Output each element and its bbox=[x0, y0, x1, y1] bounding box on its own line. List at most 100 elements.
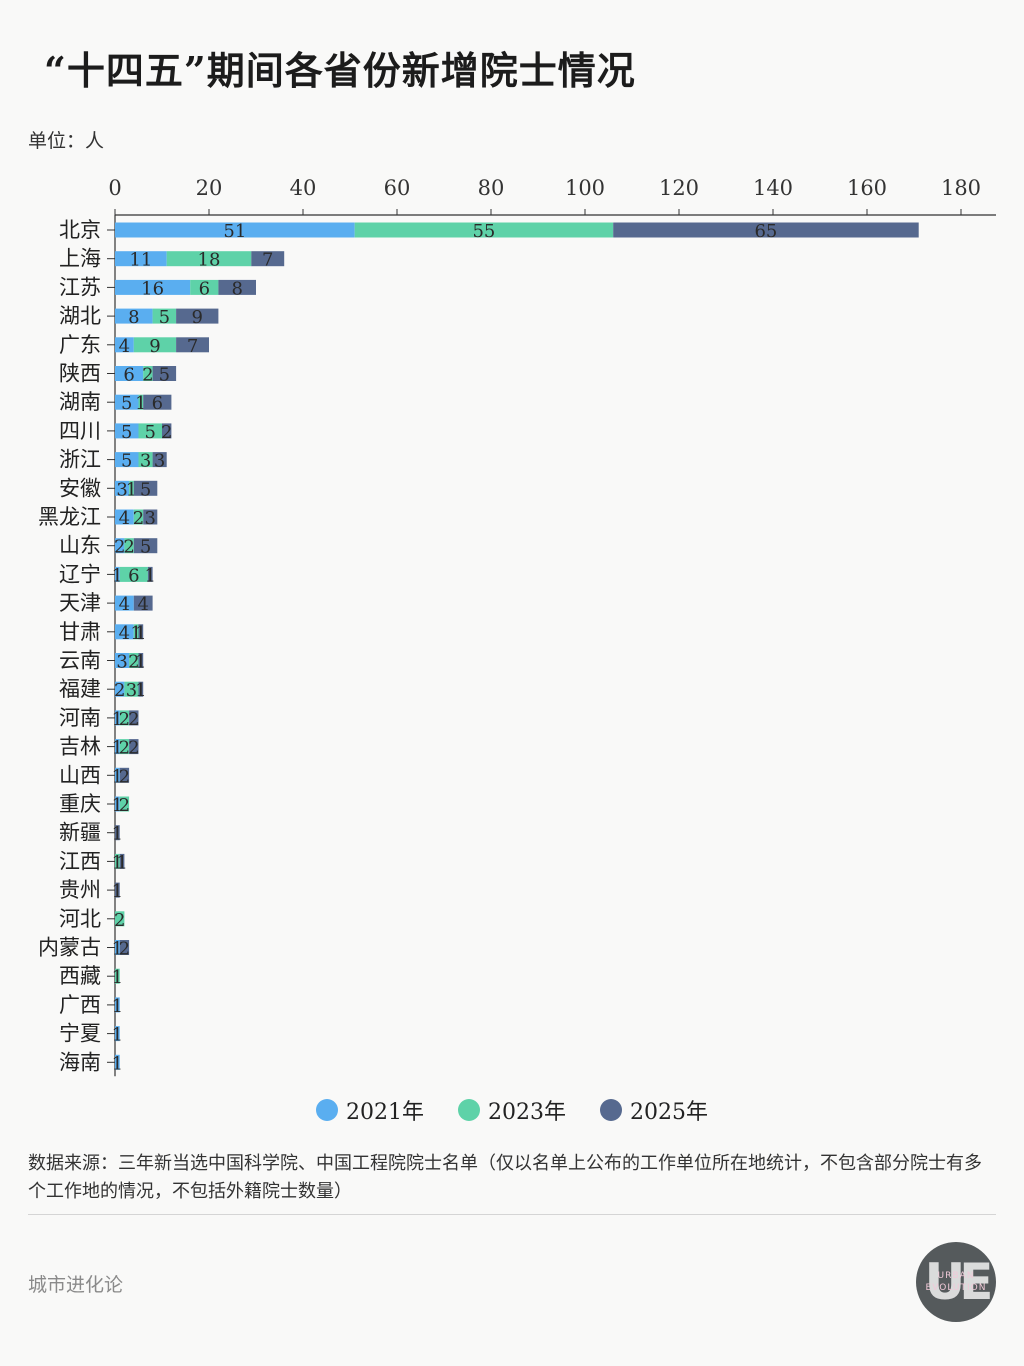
bar-segment[interactable] bbox=[115, 911, 125, 927]
data-label: 1 bbox=[112, 939, 123, 960]
bar-segment[interactable] bbox=[115, 251, 167, 267]
data-label: 6 bbox=[199, 278, 210, 299]
bar-segment[interactable] bbox=[133, 509, 144, 525]
bar-segment[interactable] bbox=[115, 681, 125, 697]
data-label: 1 bbox=[112, 1053, 123, 1074]
bar-segment[interactable] bbox=[115, 940, 120, 955]
bar-segment[interactable] bbox=[115, 1054, 120, 1070]
bar-segment[interactable] bbox=[152, 366, 177, 381]
bar-segment[interactable] bbox=[143, 366, 153, 381]
bar-segment[interactable] bbox=[115, 308, 153, 324]
bar-segment[interactable] bbox=[138, 423, 163, 439]
bar-segment[interactable] bbox=[115, 394, 139, 410]
bar-segment[interactable] bbox=[138, 624, 144, 640]
bar-segment[interactable] bbox=[133, 624, 139, 640]
category-label: 山东 bbox=[59, 534, 101, 558]
bar-segment[interactable] bbox=[176, 308, 219, 324]
bar-segment[interactable] bbox=[115, 566, 120, 582]
bar-segment[interactable] bbox=[115, 1026, 120, 1042]
bar-segment[interactable] bbox=[115, 480, 130, 496]
bar-segment[interactable] bbox=[138, 681, 144, 697]
bar-segment[interactable] bbox=[115, 366, 144, 381]
bar-segment[interactable] bbox=[133, 538, 158, 554]
bar-segment[interactable] bbox=[115, 222, 355, 238]
bar-segment[interactable] bbox=[143, 394, 172, 410]
data-label: 3 bbox=[145, 508, 156, 529]
bar-segment[interactable] bbox=[119, 853, 125, 869]
bar-segment[interactable] bbox=[119, 940, 130, 955]
data-label: 1 bbox=[112, 996, 123, 1017]
bar-segment[interactable] bbox=[115, 796, 120, 812]
bar-segment[interactable] bbox=[119, 767, 130, 783]
data-label: 5 bbox=[145, 422, 156, 443]
data-label: 3 bbox=[116, 652, 127, 673]
bar-segment[interactable] bbox=[354, 222, 614, 238]
data-label: 4 bbox=[137, 594, 148, 615]
data-label: 5 bbox=[121, 451, 132, 472]
bar-segment[interactable] bbox=[143, 509, 158, 525]
bar-segment[interactable] bbox=[138, 653, 144, 668]
bar-segment[interactable] bbox=[115, 595, 134, 611]
legend-item-2025[interactable]: 2025年 bbox=[600, 1094, 708, 1126]
bar-segment[interactable] bbox=[138, 452, 153, 468]
bar-segment[interactable] bbox=[115, 452, 139, 468]
bar-segment[interactable] bbox=[147, 566, 153, 582]
category-label: 浙江 bbox=[59, 448, 101, 472]
bar-segment[interactable] bbox=[129, 653, 139, 668]
data-label: 2 bbox=[119, 795, 130, 816]
bar-segment[interactable] bbox=[133, 480, 158, 496]
bar-segment[interactable] bbox=[124, 538, 134, 554]
legend-item-2023[interactable]: 2023年 bbox=[458, 1094, 566, 1126]
bar-segment[interactable] bbox=[115, 767, 120, 783]
bar-segment[interactable] bbox=[133, 595, 153, 611]
bar-segment[interactable] bbox=[124, 681, 139, 697]
data-label: 1 bbox=[135, 680, 146, 701]
bar-segment[interactable] bbox=[119, 710, 130, 726]
bar-segment[interactable] bbox=[115, 538, 125, 554]
legend-label-2021: 2021年 bbox=[346, 1100, 424, 1125]
bar-segment[interactable] bbox=[176, 337, 209, 353]
data-label: 16 bbox=[141, 278, 164, 299]
bar-segment[interactable] bbox=[115, 423, 139, 439]
bar-segment[interactable] bbox=[115, 653, 130, 668]
bar-segment[interactable] bbox=[115, 825, 120, 841]
category-label: 江西 bbox=[59, 849, 101, 873]
data-label: 2 bbox=[114, 680, 125, 701]
data-label: 1 bbox=[112, 824, 123, 845]
bar-segment[interactable] bbox=[115, 509, 134, 525]
bar-segment[interactable] bbox=[115, 337, 134, 353]
bar-segment[interactable] bbox=[115, 882, 120, 898]
category-label: 山西 bbox=[59, 763, 101, 787]
bar-segment[interactable] bbox=[129, 739, 139, 755]
bar-segment[interactable] bbox=[190, 279, 219, 295]
bar-segment[interactable] bbox=[251, 251, 285, 267]
bar-segment[interactable] bbox=[218, 279, 256, 295]
data-label: 4 bbox=[119, 594, 130, 615]
bar-segment[interactable] bbox=[152, 452, 167, 468]
bar-segment[interactable] bbox=[115, 739, 120, 755]
bar-segment[interactable] bbox=[115, 997, 120, 1013]
bar-segment[interactable] bbox=[133, 337, 177, 353]
bar-segment[interactable] bbox=[115, 853, 120, 869]
bar-segment[interactable] bbox=[166, 251, 252, 267]
category-label: 福建 bbox=[59, 677, 101, 701]
bar-segment[interactable] bbox=[115, 624, 134, 640]
data-label: 1 bbox=[116, 852, 127, 873]
bar-segment[interactable] bbox=[162, 423, 172, 439]
bar-segment[interactable] bbox=[119, 739, 130, 755]
x-tick-label: 20 bbox=[196, 176, 223, 200]
bar-segment[interactable] bbox=[119, 796, 130, 812]
bar-segment[interactable] bbox=[115, 968, 120, 984]
bar-segment[interactable] bbox=[129, 480, 134, 496]
data-label: 5 bbox=[159, 365, 170, 386]
bar-segment[interactable] bbox=[129, 710, 139, 726]
bar-segment[interactable] bbox=[115, 710, 120, 726]
bar-segment[interactable] bbox=[613, 222, 919, 238]
bar-segment[interactable] bbox=[152, 308, 177, 324]
bar-segment[interactable] bbox=[119, 566, 148, 582]
data-label: 7 bbox=[262, 250, 273, 271]
legend-item-2021[interactable]: 2021年 bbox=[316, 1094, 424, 1126]
bar-segment[interactable] bbox=[138, 394, 144, 410]
bar-segment[interactable] bbox=[115, 279, 191, 295]
x-tick-label: 0 bbox=[108, 176, 121, 200]
